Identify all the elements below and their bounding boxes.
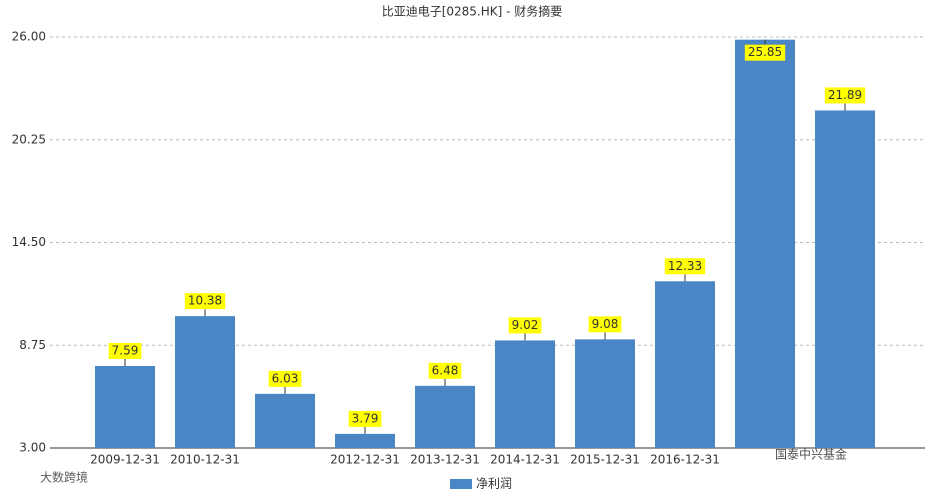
x-tick-label: 2014-12-31 bbox=[490, 453, 560, 467]
data-label: 12.33 bbox=[664, 258, 706, 275]
data-label-text: 12.33 bbox=[668, 259, 702, 273]
legend-label: 净利润 bbox=[476, 477, 512, 491]
data-label-text: 3.79 bbox=[352, 411, 379, 425]
data-label-text: 6.48 bbox=[432, 363, 459, 377]
data-label: 7.59 bbox=[108, 342, 142, 359]
bar bbox=[335, 433, 395, 448]
data-label: 3.79 bbox=[348, 410, 382, 427]
x-tick-label: 2013-12-31 bbox=[410, 453, 480, 467]
data-label-text: 25.85 bbox=[748, 45, 782, 59]
watermark: 大数跨境 bbox=[40, 470, 88, 485]
data-label: 6.48 bbox=[428, 362, 462, 379]
x-tick-label: 2015-12-31 bbox=[570, 453, 640, 467]
data-label-bg bbox=[508, 317, 542, 334]
bar bbox=[95, 365, 155, 448]
data-label: 9.02 bbox=[508, 317, 542, 334]
data-label-text: 9.08 bbox=[592, 317, 619, 331]
y-tick-label: 3.00 bbox=[19, 441, 46, 455]
watermark: 国泰中兴基金 bbox=[775, 447, 847, 462]
data-label: 9.08 bbox=[588, 316, 622, 333]
data-label-text: 6.03 bbox=[272, 371, 299, 385]
x-tick-label: 2016-12-31 bbox=[650, 453, 720, 467]
bar bbox=[415, 385, 475, 448]
legend-swatch bbox=[450, 479, 472, 489]
x-tick-label: 2012-12-31 bbox=[330, 453, 400, 467]
data-label-text: 7.59 bbox=[112, 343, 139, 357]
data-label-text: 21.89 bbox=[828, 88, 862, 102]
data-label: 10.38 bbox=[184, 293, 226, 310]
x-tick-label: 2009-12-31 bbox=[90, 453, 160, 467]
bar bbox=[255, 393, 315, 448]
data-label: 6.03 bbox=[268, 370, 302, 387]
bar bbox=[575, 339, 635, 448]
bar bbox=[735, 39, 795, 449]
data-label-bg bbox=[268, 370, 302, 387]
bar bbox=[815, 110, 875, 449]
data-label-bg bbox=[744, 44, 786, 61]
data-label-bg bbox=[348, 410, 382, 427]
bar bbox=[655, 281, 715, 448]
y-tick-label: 20.25 bbox=[12, 132, 46, 146]
data-label-bg bbox=[184, 293, 226, 310]
data-label-text: 10.38 bbox=[188, 294, 222, 308]
data-label-bg bbox=[108, 342, 142, 359]
y-tick-label: 14.50 bbox=[12, 235, 46, 249]
bar bbox=[495, 340, 555, 448]
data-label-bg bbox=[824, 87, 866, 104]
chart-title: 比亚迪电子[0285.HK] - 财务摘要 bbox=[382, 4, 563, 19]
data-label-bg bbox=[588, 316, 622, 333]
y-tick-label: 26.00 bbox=[12, 30, 46, 44]
data-label: 21.89 bbox=[824, 87, 866, 104]
data-label-bg bbox=[428, 362, 462, 379]
bar bbox=[175, 316, 235, 448]
data-label-bg bbox=[664, 258, 706, 275]
data-label: 25.85 bbox=[744, 44, 786, 61]
x-tick-label: 2010-12-31 bbox=[170, 453, 240, 467]
y-tick-label: 8.75 bbox=[19, 338, 46, 352]
data-label-text: 9.02 bbox=[512, 318, 539, 332]
